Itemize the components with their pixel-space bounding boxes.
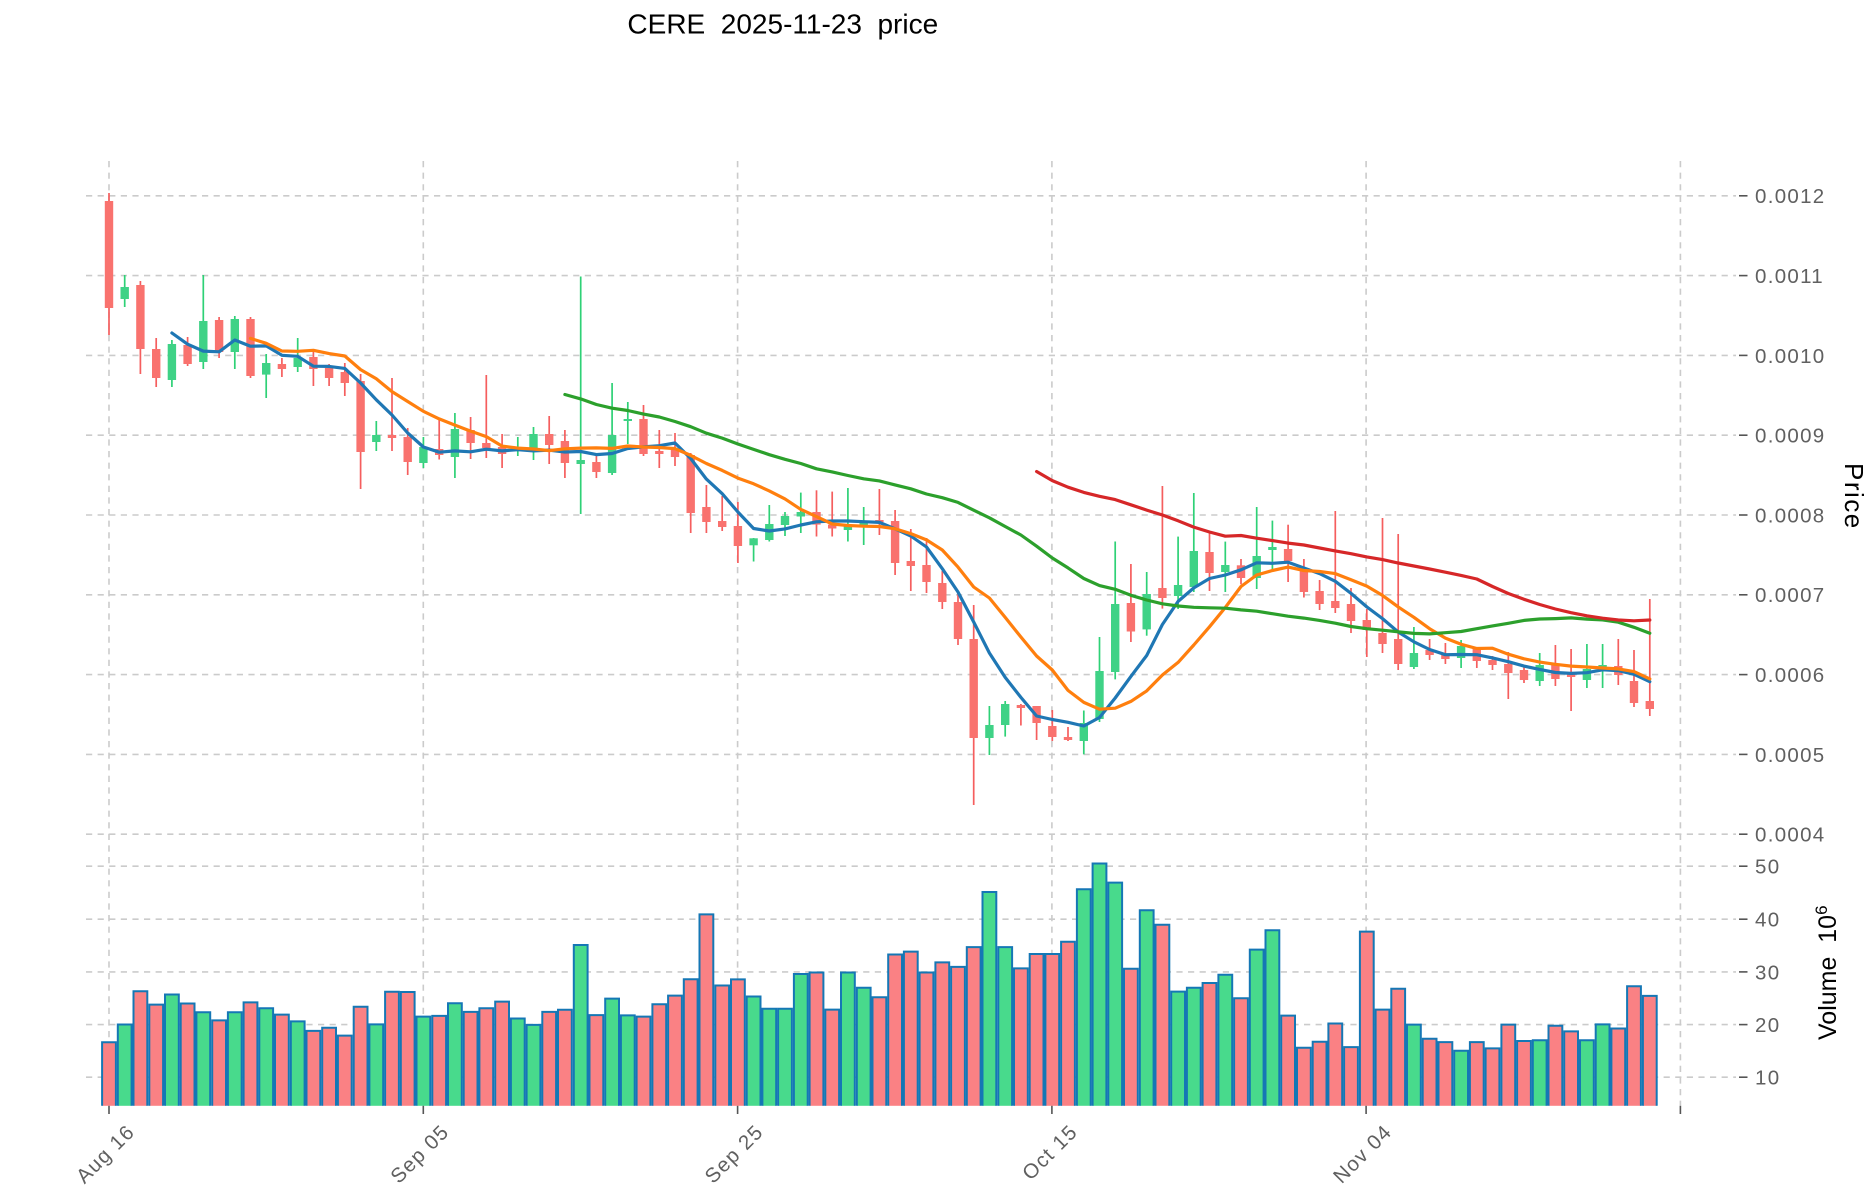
svg-text:0.0008: 0.0008 [1755,504,1826,527]
svg-text:Price: Price [1839,463,1869,530]
svg-text:40: 40 [1755,909,1780,932]
svg-text:20: 20 [1755,1014,1780,1037]
svg-text:0.0010: 0.0010 [1755,345,1826,368]
svg-text:0.0004: 0.0004 [1755,824,1826,847]
svg-text:Volume 106: Volume 106 [1812,905,1843,1040]
svg-text:0.0006: 0.0006 [1755,664,1826,687]
svg-text:30: 30 [1755,961,1780,984]
svg-text:10: 10 [1755,1067,1780,1090]
svg-text:0.0012: 0.0012 [1755,185,1826,208]
svg-text:0.0005: 0.0005 [1755,744,1826,767]
svg-text:50: 50 [1755,856,1780,879]
svg-text:0.0009: 0.0009 [1755,425,1826,448]
svg-text:0.0011: 0.0011 [1755,265,1824,288]
svg-text:0.0007: 0.0007 [1755,584,1826,607]
svg-text:CERE 2025-11-23 price: CERE 2025-11-23 price [627,9,938,40]
